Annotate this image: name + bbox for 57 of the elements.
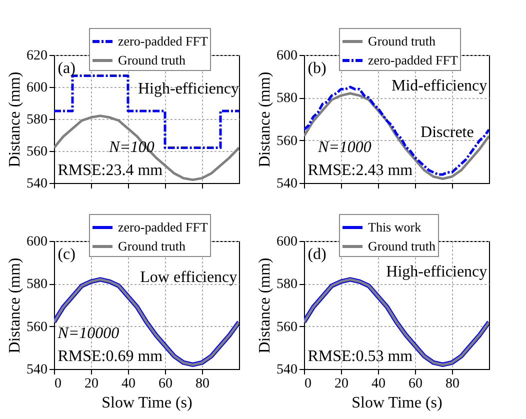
annotation: High-efficiency [386,264,488,281]
y-axis-title: Distance (mm) [256,72,274,168]
y-tick-label: 620 [26,48,48,64]
y-axis-title: Distance (mm) [256,258,274,354]
legend-label: zero-padded FFT [118,220,208,234]
x-tick-label: 80 [446,376,460,392]
y-tick-label: 600 [26,234,48,250]
y-tick-label: 580 [26,112,48,128]
annotation: Mid-efficiency [391,78,488,95]
legend-label: Ground truth [368,238,436,254]
x-tick-label: 0 [304,376,312,392]
annotation: (c) [58,246,76,263]
x-tick-label: 20 [334,376,348,392]
x-tick-label: 20 [84,376,98,392]
x-tick-label: 40 [372,376,386,392]
legend-label: zero-padded FFT [118,34,208,48]
y-axis-title: Distance (mm) [6,258,24,354]
y-tick-label: 540 [276,362,298,378]
y-tick-label: 560 [276,134,298,149]
annotation: RMSE:0.69 mm [58,348,164,366]
annotation: N=1000 [316,139,372,156]
annotation: N=10000 [56,325,120,342]
annotation: High-efficiency [138,80,239,98]
legend-label: zero-padded FFT [368,52,458,68]
annotation: RMSE:23.4 mm [58,162,164,180]
y-tick-label: 560 [276,320,298,335]
y-tick-label: 540 [276,176,298,192]
x-tick-label: 60 [408,376,422,392]
y-axis-title: Distance (mm) [6,72,24,168]
x-axis-title: Slow Time (s) [102,394,192,412]
annotation: (a) [58,60,76,77]
annotation: (b) [308,60,326,77]
y-tick-label: 560 [26,144,48,160]
y-tick-label: 540 [26,176,48,192]
y-tick-label: 600 [26,80,48,96]
y-tick-label: 580 [276,277,298,292]
legend-label: Ground truth [368,34,436,48]
y-tick-label: 580 [276,91,298,106]
annotation: N=100 [108,139,154,156]
x-tick-label: 40 [122,376,136,392]
y-tick-label: 600 [276,48,298,64]
legend-label: Ground truth [118,238,186,254]
x-tick-label: 80 [196,376,210,392]
legend-label: This work [368,220,422,234]
y-tick-label: 580 [26,277,48,292]
x-tick-label: 60 [158,376,172,392]
annotation: (d) [308,246,326,263]
annotation: Discrete [420,124,474,141]
annotation: RMSE:0.53 mm [308,348,414,366]
annotation: RMSE:2.43 mm [308,162,414,180]
legend-label: Ground truth [118,52,186,68]
x-axis-title: Slow Time (s) [352,394,442,412]
y-tick-label: 560 [26,320,48,335]
y-tick-label: 540 [26,362,48,378]
annotation: Low efficiency [140,268,238,286]
x-tick-label: 0 [54,376,62,392]
y-tick-label: 600 [276,234,298,250]
